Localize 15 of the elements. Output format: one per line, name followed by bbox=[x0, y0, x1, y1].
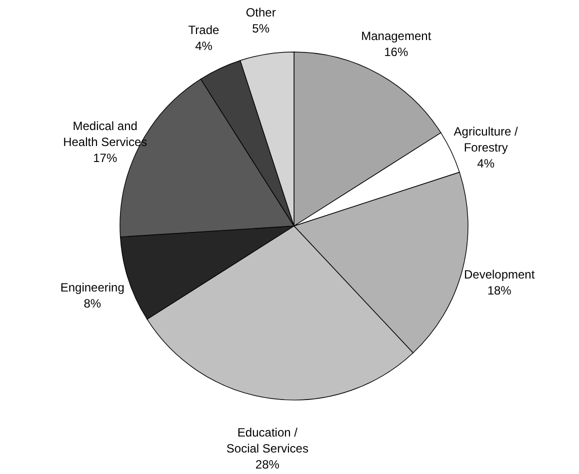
data-label: 8% bbox=[84, 296, 102, 311]
slice-label: Agriculture / Forestry bbox=[454, 124, 518, 155]
data-label: 4% bbox=[195, 39, 213, 54]
data-label: 16% bbox=[384, 45, 408, 60]
data-label: 17% bbox=[93, 150, 118, 165]
data-label: 18% bbox=[487, 284, 512, 298]
data-label: 5% bbox=[252, 22, 270, 36]
data-label: 4% bbox=[477, 156, 495, 171]
slice-label: Engineering bbox=[60, 280, 124, 295]
slice-label: Education / Social Services bbox=[226, 425, 308, 456]
slice-label: Trade bbox=[188, 23, 220, 38]
slice-label: Management bbox=[361, 29, 432, 44]
slice-label: Other bbox=[246, 6, 276, 20]
data-label: 28% bbox=[255, 457, 280, 472]
slice-label: Development bbox=[464, 268, 536, 282]
